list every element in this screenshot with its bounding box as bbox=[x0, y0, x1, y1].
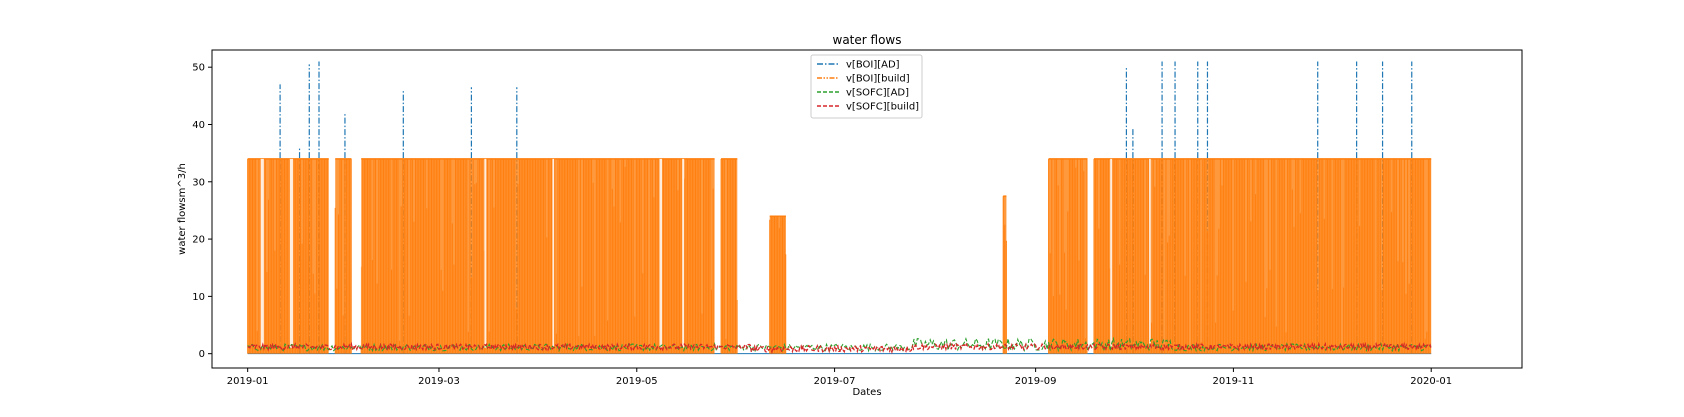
series-boi-build bbox=[247, 158, 1432, 354]
series-boi-build-band bbox=[335, 158, 352, 354]
y-axis: 0 10 20 30 40 50 bbox=[192, 63, 212, 360]
legend: v[BOI][AD] v[BOI][build] v[SOFC][AD] v[SOFC… bbox=[810, 54, 923, 119]
series-boi-build-gap bbox=[260, 158, 264, 348]
chart-title: water flows bbox=[833, 33, 902, 47]
series-boi-build-gap bbox=[659, 158, 663, 348]
series-boi-build-gap bbox=[1149, 158, 1151, 348]
series-boi-build-gap bbox=[1110, 158, 1113, 348]
x-tick-label: 2019-11 bbox=[1213, 376, 1255, 387]
y-tick-label: 20 bbox=[192, 235, 205, 246]
legend-label: v[BOI][AD] bbox=[846, 60, 900, 71]
legend-label: v[SOFC][AD] bbox=[846, 88, 909, 99]
series-sofc-build-line bbox=[247, 341, 1432, 355]
y-tick-label: 50 bbox=[192, 63, 205, 74]
legend-label: v[BOI][build] bbox=[846, 74, 910, 85]
series-boi-build-gap bbox=[289, 158, 294, 348]
x-axis: 2019-01 2019-03 2019-05 2019-07 2019-09 2019-… bbox=[227, 368, 1452, 387]
series-boi-build-gap bbox=[552, 158, 555, 348]
x-tick-label: 2019-07 bbox=[814, 376, 856, 387]
y-tick-label: 40 bbox=[192, 120, 205, 131]
series-sofc-ad-line bbox=[247, 336, 1432, 353]
series-sofc-build bbox=[247, 341, 1432, 355]
y-tick-label: 10 bbox=[192, 292, 205, 303]
x-axis-label: Dates bbox=[852, 387, 881, 398]
x-tick-label: 2019-09 bbox=[1015, 376, 1057, 387]
y-tick-label: 30 bbox=[192, 177, 205, 188]
legend-box bbox=[810, 54, 923, 119]
series-sofc-ad bbox=[247, 336, 1432, 353]
y-axis-label: water flowsm^3/h bbox=[177, 163, 188, 255]
series-layer bbox=[247, 61, 1432, 355]
x-tick-label: 2020-01 bbox=[1410, 376, 1452, 387]
plot-frame bbox=[211, 49, 1523, 369]
legend-label: v[SOFC][build] bbox=[846, 102, 919, 113]
series-boi-build-gap bbox=[484, 158, 487, 348]
x-tick-label: 2019-03 bbox=[418, 376, 460, 387]
series-boi-build-gap bbox=[354, 158, 362, 348]
x-tick-label: 2019-05 bbox=[616, 376, 658, 387]
y-tick-label: 0 bbox=[199, 349, 205, 360]
x-tick-label: 2019-01 bbox=[227, 376, 269, 387]
series-boi-build-gap bbox=[682, 158, 685, 348]
